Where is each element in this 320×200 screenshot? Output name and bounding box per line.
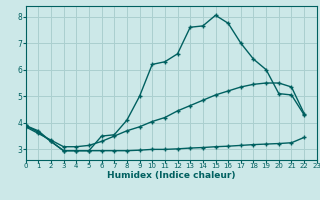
X-axis label: Humidex (Indice chaleur): Humidex (Indice chaleur) — [107, 171, 236, 180]
